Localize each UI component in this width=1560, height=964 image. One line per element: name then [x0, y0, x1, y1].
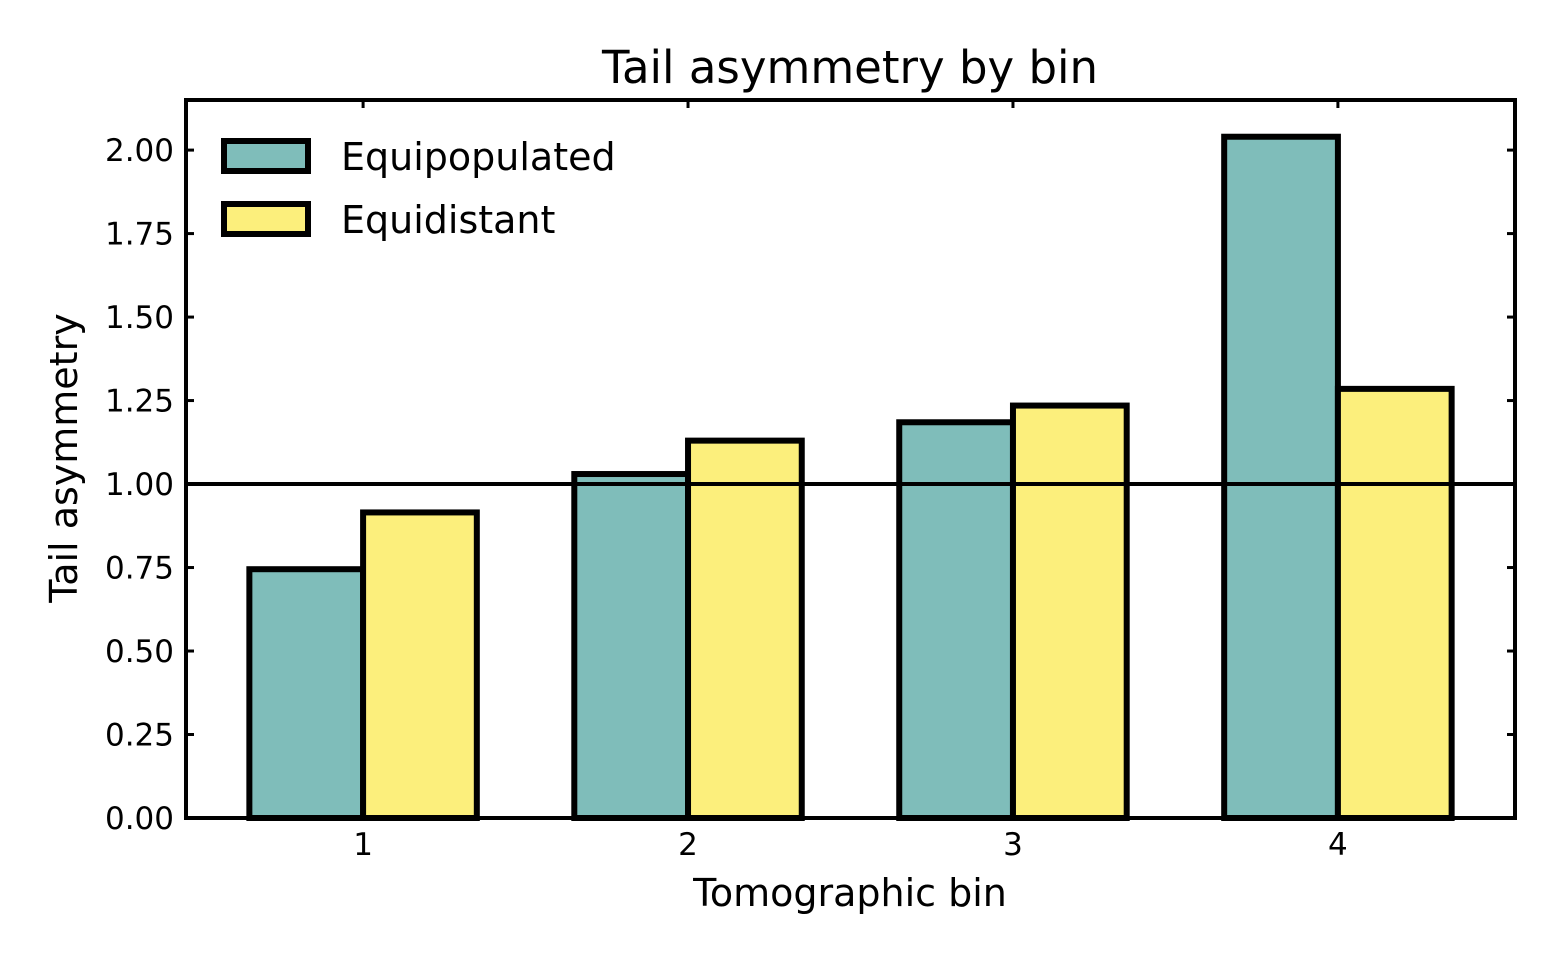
legend-swatch-equipopulated — [221, 138, 311, 174]
y-tick-label: 1.00 — [105, 467, 174, 503]
x-tick-label: 1 — [353, 827, 373, 863]
y-axis-label: Tail asymmetry — [42, 313, 86, 603]
bar-equipopulated-bin-4 — [1221, 133, 1341, 822]
bar-equipopulated-bin-2 — [571, 471, 692, 821]
bar-equipopulated-bin-3 — [896, 419, 1016, 821]
y-tick-label: 0.75 — [105, 551, 174, 587]
y-tick-labels: 0.00 0.25 0.50 0.75 1.00 1.25 1.50 1.75 2.00 — [105, 133, 174, 837]
chart-title: Tail asymmetry by bin — [601, 41, 1098, 94]
x-tick-label: 3 — [1003, 827, 1023, 863]
bar-equidistant-bin-2 — [685, 437, 805, 821]
y-tick-label: 1.25 — [105, 384, 174, 420]
legend: Equipopulated Equidistant — [221, 135, 616, 242]
plot-frame — [184, 98, 1517, 820]
legend-swatch-equidistant — [221, 201, 311, 237]
legend-label-equipopulated: Equipopulated — [341, 135, 616, 179]
y-tick-label: 1.50 — [105, 300, 174, 336]
y-tick-label: 0.00 — [105, 801, 174, 837]
y-tick-label: 2.00 — [105, 133, 174, 169]
legend-label-equidistant: Equidistant — [341, 198, 555, 242]
x-tick-label: 4 — [1328, 827, 1348, 863]
x-tick-label: 2 — [678, 827, 698, 863]
bar-equipopulated-bin-1 — [246, 566, 367, 821]
bar-equidistant-bin-4 — [1334, 385, 1455, 821]
y-tick-label: 1.75 — [105, 217, 174, 253]
bar-equidistant-bin-3 — [1009, 402, 1130, 821]
x-axis-label: Tomographic bin — [692, 871, 1007, 915]
x-tick-labels: 1 2 3 4 — [353, 827, 1348, 863]
bars-group — [246, 133, 1455, 822]
y-tick-label: 0.50 — [105, 634, 174, 670]
y-tick-label: 0.25 — [105, 718, 174, 754]
bar-equidistant-bin-1 — [360, 509, 480, 821]
